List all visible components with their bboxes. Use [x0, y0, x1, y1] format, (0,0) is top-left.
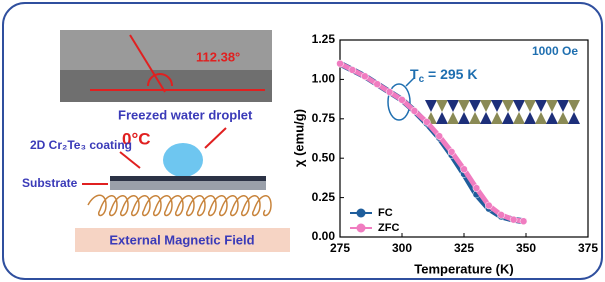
data-point	[361, 73, 368, 80]
legend-label: ZFC	[378, 222, 399, 234]
x-tick-label: 350	[516, 241, 536, 255]
coating-label: 2D Cr₂Te₃ coating	[30, 138, 132, 152]
data-point	[520, 218, 527, 225]
data-point	[448, 148, 455, 155]
y-axis-label: χ (emu/g)	[291, 109, 306, 167]
y-tick-label: 1.00	[312, 72, 336, 86]
coating	[110, 176, 266, 181]
data-point	[386, 89, 393, 96]
legend-marker	[357, 224, 366, 233]
droplet-label: Freezed water droplet	[118, 107, 253, 122]
x-tick-label: 300	[392, 241, 412, 255]
data-point	[423, 118, 430, 125]
data-point	[411, 107, 418, 114]
y-tick-label: 0.25	[312, 190, 336, 204]
data-point	[473, 185, 480, 192]
x-axis-label: Temperature (K)	[414, 261, 513, 276]
tc-value: = 295 K	[424, 66, 477, 82]
droplet	[163, 143, 203, 177]
figure: 112.38° Freezed water droplet 0°C 2D Cr₂…	[0, 0, 605, 282]
angle-label: 112.38°	[196, 49, 240, 64]
legend-marker	[357, 209, 366, 218]
data-point	[510, 216, 517, 223]
x-tick-label: 375	[578, 241, 598, 255]
legend-label: FC	[378, 207, 393, 219]
data-point	[349, 66, 356, 73]
data-point	[337, 60, 344, 67]
data-point	[461, 166, 468, 173]
x-tick-label: 325	[454, 241, 474, 255]
y-tick-label: 0.75	[312, 111, 336, 125]
data-point	[399, 96, 406, 103]
substrate	[110, 181, 266, 190]
data-point	[436, 133, 443, 140]
x-tick-label: 275	[330, 241, 350, 255]
data-point	[498, 211, 505, 218]
data-point	[485, 202, 492, 209]
field-label: External Magnetic Field	[109, 232, 254, 247]
data-point	[374, 81, 381, 88]
y-tick-label: 1.25	[312, 32, 336, 46]
y-tick-label: 0.50	[312, 150, 336, 164]
substrate-label: Substrate	[22, 176, 78, 190]
field-annotation: 1000 Oe	[532, 44, 578, 58]
